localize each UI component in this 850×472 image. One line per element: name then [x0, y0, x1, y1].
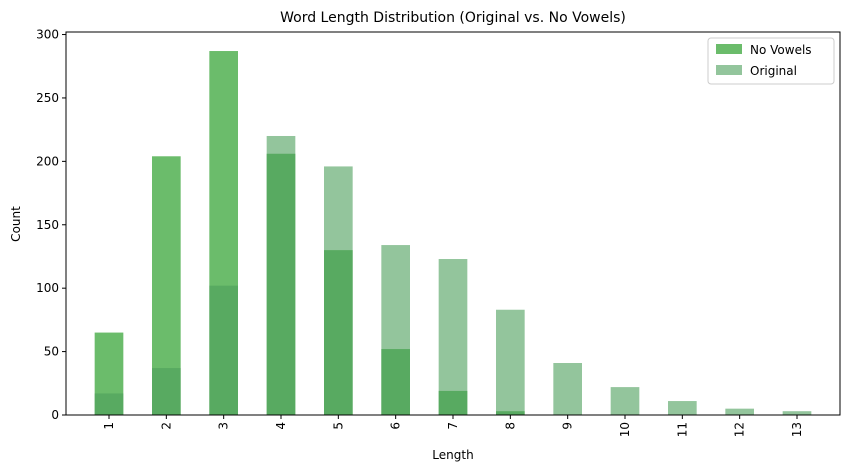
plot-area — [65, 31, 841, 416]
x-tick-label: 8 — [503, 422, 517, 430]
y-axis: 0 50 100 150 200 250 300 — [36, 28, 66, 422]
bar — [266, 135, 296, 415]
x-tick-label: 10 — [618, 422, 632, 437]
legend: No Vowels Original — [707, 37, 835, 85]
y-tick-label: 300 — [36, 28, 59, 42]
x-tick-label: 3 — [217, 422, 231, 430]
y-tick-label: 250 — [36, 91, 59, 105]
bar — [381, 245, 410, 415]
bar — [152, 368, 181, 415]
y-axis-label: Count — [9, 206, 23, 242]
x-tick-label: 5 — [331, 422, 345, 430]
y-tick-label: 100 — [36, 281, 59, 295]
x-tick-label: 2 — [159, 422, 173, 430]
bar — [668, 401, 697, 415]
bar — [782, 411, 812, 415]
bar — [725, 408, 754, 415]
x-tick-label: 13 — [790, 422, 804, 437]
x-tick-label: 1 — [102, 422, 116, 430]
bar — [94, 393, 124, 415]
legend-swatch — [716, 65, 742, 75]
x-tick-label: 7 — [446, 422, 460, 430]
x-tick-label: 11 — [675, 422, 689, 437]
x-tick-label: 9 — [561, 422, 575, 430]
bar — [438, 259, 468, 415]
legend-swatch — [716, 44, 742, 54]
legend-label: Original — [750, 64, 797, 78]
y-tick-label: 200 — [36, 154, 59, 168]
chart-title: Word Length Distribution (Original vs. N… — [280, 10, 626, 26]
x-tick-label: 4 — [274, 422, 288, 430]
legend-label: No Vowels — [750, 43, 812, 57]
bar — [209, 285, 238, 415]
x-tick-label: 6 — [389, 422, 403, 430]
bar — [324, 166, 353, 415]
x-tick-label: 12 — [733, 422, 747, 437]
bar — [553, 363, 582, 415]
y-tick-label: 0 — [51, 408, 59, 422]
x-axis-label: Length — [432, 448, 473, 462]
bar — [496, 309, 525, 415]
bar — [610, 387, 640, 415]
y-tick-label: 50 — [44, 345, 59, 359]
x-axis: 1 2 3 4 5 6 7 8 9 10 11 12 13 — [102, 415, 804, 437]
y-tick-label: 150 — [36, 218, 59, 232]
series-original — [94, 135, 812, 415]
